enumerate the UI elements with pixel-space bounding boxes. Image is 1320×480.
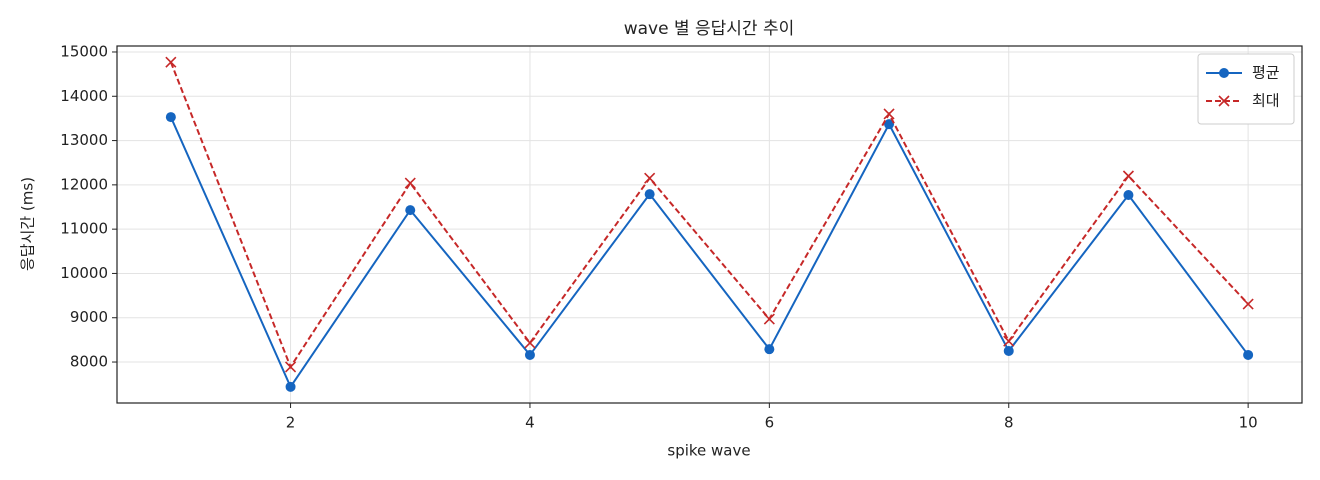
point: [405, 205, 416, 216]
y-tick-label: 8000: [70, 353, 108, 371]
plot-frame: [116, 45, 1303, 404]
line: [169, 116, 1249, 389]
chart-title: wave 별 응답시간 추이: [624, 19, 795, 39]
point: [1242, 298, 1254, 310]
point: [165, 56, 177, 68]
point: [883, 108, 895, 120]
point: [884, 119, 895, 130]
x-tick-label: 8: [1004, 414, 1014, 432]
point: [1123, 190, 1134, 201]
y-tick-label: 14000: [60, 87, 108, 105]
x-tick-label: 10: [1239, 414, 1258, 432]
legend-marker: [1218, 95, 1230, 107]
legend-label: 최대: [1252, 92, 1280, 110]
legend-marker: [1219, 68, 1229, 78]
point: [1003, 345, 1014, 356]
y-tick-label: 15000: [60, 42, 108, 60]
point: [524, 349, 535, 360]
point: [165, 112, 176, 123]
data: [165, 56, 1254, 392]
y-tick-label: 11000: [60, 220, 108, 238]
point: [763, 313, 775, 325]
point: [524, 337, 536, 349]
point: [644, 189, 655, 200]
point: [764, 344, 775, 355]
y-axis-label: 응답시간 (ms): [19, 177, 37, 271]
point: [284, 361, 297, 373]
y-tick-label: 9000: [70, 308, 108, 326]
y-tick-label: 13000: [60, 131, 108, 149]
point: [1003, 335, 1015, 347]
legend-label: 평균: [1252, 64, 1280, 82]
point: [404, 177, 416, 189]
grid: [117, 46, 1302, 403]
y-tick-label: 10000: [60, 264, 108, 282]
x-axis-label: spike wave: [667, 442, 750, 460]
x-tick-label: 6: [765, 414, 775, 432]
point: [1122, 170, 1135, 182]
x-tick-label: 4: [525, 414, 535, 432]
x-tick-label: 2: [286, 414, 296, 432]
point: [644, 172, 656, 184]
point: [1243, 349, 1254, 360]
point: [285, 381, 296, 392]
y-tick-label: 12000: [60, 175, 108, 193]
line: [169, 61, 1249, 370]
